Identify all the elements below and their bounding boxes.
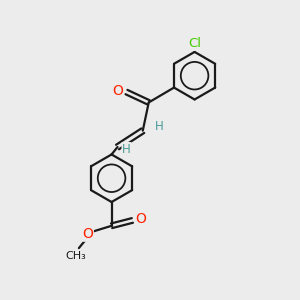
Text: CH₃: CH₃ (65, 251, 86, 261)
Text: H: H (155, 120, 164, 133)
Text: O: O (113, 84, 124, 98)
Text: Cl: Cl (188, 37, 201, 50)
Text: H: H (122, 142, 131, 156)
Text: O: O (135, 212, 146, 226)
Text: O: O (82, 227, 93, 241)
